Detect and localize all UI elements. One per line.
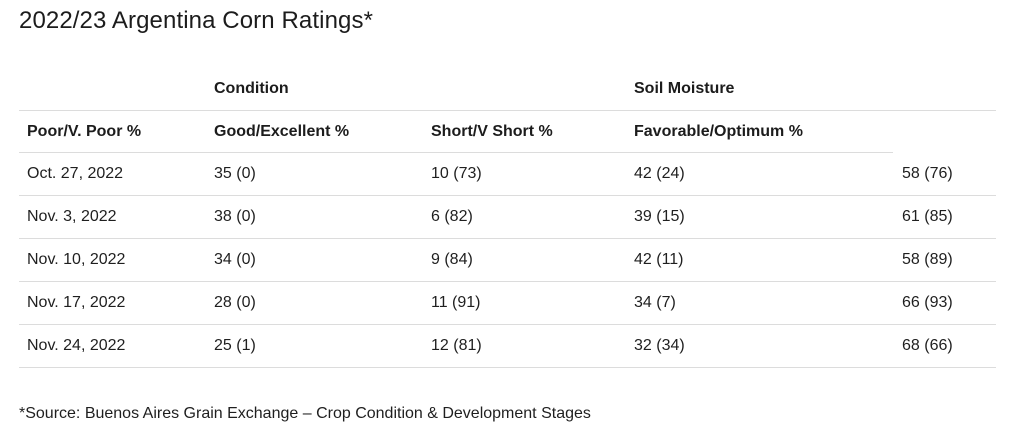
page-title: 2022/23 Argentina Corn Ratings*: [19, 7, 374, 34]
table-cell: 6 (82): [431, 208, 473, 225]
table-cell: 32 (34): [634, 337, 685, 354]
date-cell: Nov. 17, 2022: [27, 294, 126, 311]
column-header-row: Poor/V. Poor % Good/Excellent % Short/V …: [19, 111, 996, 153]
table-row: Nov. 3, 2022 38 (0) 6 (82) 39 (15) 61 (8…: [19, 196, 996, 239]
table-cell: 11 (91): [431, 294, 481, 311]
table-cell: 28 (0): [214, 294, 256, 311]
table-cell: 34 (0): [214, 251, 256, 268]
date-cell: Nov. 10, 2022: [27, 251, 126, 268]
table-cell: 34 (7): [634, 294, 676, 311]
table-cell: 61 (85): [902, 208, 953, 225]
column-header: Favorable/Optimum %: [634, 123, 803, 140]
table-cell: 35 (0): [214, 165, 256, 182]
column-header: Short/V Short %: [431, 123, 553, 140]
table-cell: 12 (81): [431, 337, 482, 354]
ratings-table: Condition Soil Moisture Poor/V. Poor % G…: [19, 68, 996, 368]
table-cell: 58 (89): [902, 251, 953, 268]
table-row: Nov. 10, 2022 34 (0) 9 (84) 42 (11) 58 (…: [19, 239, 996, 282]
table-cell: 58 (76): [902, 165, 953, 182]
column-header: Poor/V. Poor %: [27, 123, 142, 140]
table-cell: 9 (84): [431, 251, 473, 268]
table-cell: 10 (73): [431, 165, 482, 182]
date-cell: Nov. 3, 2022: [27, 208, 117, 225]
table-cell: 68 (66): [902, 337, 953, 354]
date-cell: Nov. 24, 2022: [27, 337, 126, 354]
date-cell: Oct. 27, 2022: [27, 165, 124, 182]
table-cell: 42 (11): [634, 251, 684, 268]
table-row: Nov. 24, 2022 25 (1) 12 (81) 32 (34) 68 …: [19, 325, 996, 368]
table-cell: 39 (15): [634, 208, 685, 225]
table-cell: 42 (24): [634, 165, 685, 182]
column-header: Good/Excellent %: [214, 123, 350, 140]
table-cell: 38 (0): [214, 208, 256, 225]
table-cell: 25 (1): [214, 337, 256, 354]
source-footnote: *Source: Buenos Aires Grain Exchange – C…: [19, 405, 591, 422]
group-header-soil-moisture: Soil Moisture: [634, 80, 735, 97]
group-header-row: Condition Soil Moisture: [19, 68, 996, 111]
table-row: Oct. 27, 2022 35 (0) 10 (73) 42 (24) 58 …: [19, 153, 996, 196]
table-row: Nov. 17, 2022 28 (0) 11 (91) 34 (7) 66 (…: [19, 282, 996, 325]
table-cell: 66 (93): [902, 294, 953, 311]
group-header-condition: Condition: [214, 80, 289, 97]
